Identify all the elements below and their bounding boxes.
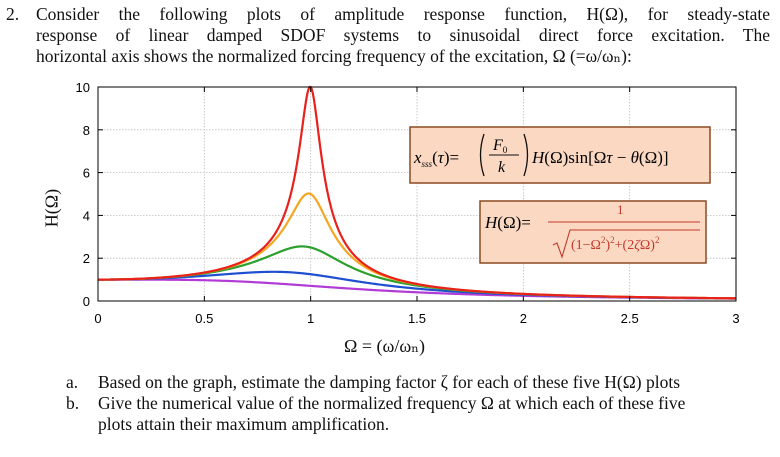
y-tick-label: 0: [83, 294, 90, 309]
grid-lines: [97, 86, 737, 302]
amplitude-denominator: (1−Ω2)2+(2ζΩ)2: [571, 235, 659, 253]
amplitude-response-chart: 0 0.5 1 1.5 2 2.5 3 0 2 4 6 8 10 xsss(τ)= F0 k H(Ω)s…: [76, 80, 740, 326]
paren-bracket: [479, 133, 529, 177]
response-formula: xsss(τ)=: [413, 148, 459, 169]
question-letter: a.: [66, 372, 79, 392]
y-tick-label: 6: [83, 166, 90, 181]
response-formula-background: [409, 126, 711, 184]
axis-ticks: 0 0.5 1 1.5 2 2.5 3 0 2 4 6 8 10: [76, 80, 740, 326]
stem-line: Consider the following plots of amplitud…: [36, 4, 770, 24]
y-axis-label: H(Ω): [41, 188, 62, 228]
x-tick-label: 1.5: [408, 311, 426, 326]
x-tick-label: 3: [732, 311, 739, 326]
stem-line: horizontal axis shows the normalized for…: [36, 46, 632, 66]
stem-line: response of linear damped SDOF systems t…: [36, 25, 770, 45]
problem-stem: Consider the following plots of amplitud…: [36, 4, 770, 67]
response-formula-box: xsss(τ)= F0 k H(Ω)sin[Ωτ − θ(Ω)]: [409, 126, 711, 184]
amplitude-numerator: 1: [617, 202, 624, 217]
problem-number: 2.: [6, 4, 20, 24]
sqrt-sign: [552, 229, 700, 259]
question-line: Based on the graph, estimate the damping…: [98, 372, 681, 392]
x-tick-label: 1: [307, 311, 314, 326]
y-tick-label: 10: [76, 80, 90, 95]
stiffness-denominator: k: [498, 159, 506, 176]
question-line: Give the numerical value of the normaliz…: [98, 393, 686, 413]
response-formula-rhs: H(Ω)sin[Ωτ − θ(Ω)]: [531, 148, 669, 167]
x-tick-label: 2.5: [621, 311, 639, 326]
x-tick-label: 0: [94, 311, 101, 326]
plot-frame: [97, 86, 737, 302]
y-tick-label: 8: [83, 123, 90, 138]
question-letter: b.: [66, 393, 80, 413]
x-tick-label: 0.5: [195, 311, 213, 326]
y-tick-label: 4: [83, 208, 90, 223]
amplitude-formula-background: [479, 200, 707, 264]
amplitude-formula-lhs: H(Ω)=: [484, 213, 531, 232]
question-line: plots attain their maximum amplification…: [98, 414, 390, 434]
amplitude-formula-box: H(Ω)= 1 (1−Ω2)2+(2ζΩ)2: [479, 200, 707, 264]
x-axis-label: Ω = (ω/ωₙ): [344, 336, 425, 356]
x-tick-label: 2: [520, 311, 527, 326]
y-tick-label: 2: [83, 251, 90, 266]
